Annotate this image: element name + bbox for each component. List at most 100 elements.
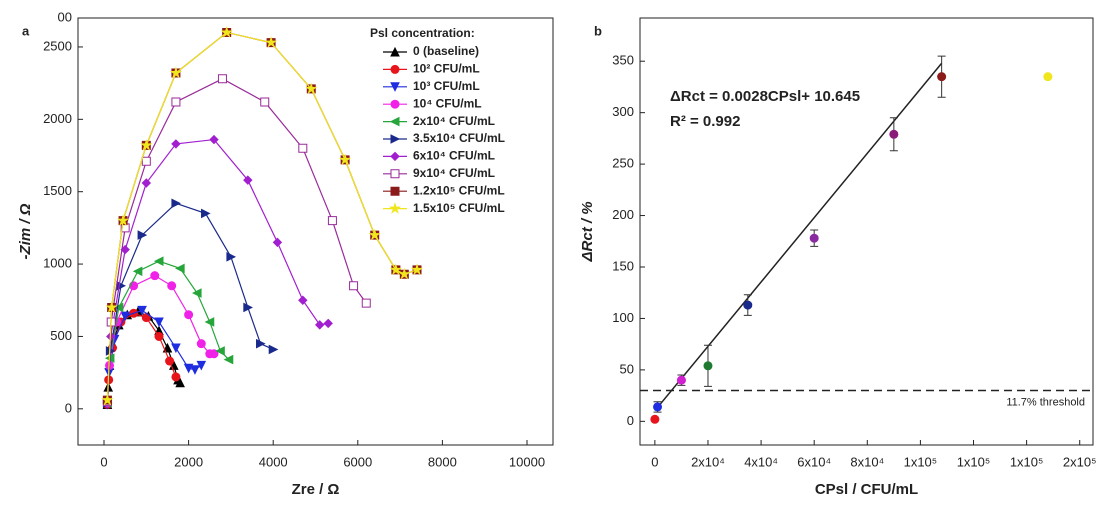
series-line	[106, 78, 367, 402]
data-point	[315, 320, 325, 330]
data-point	[184, 310, 194, 320]
x-tick-label: 6000	[343, 454, 372, 469]
legend-marker	[390, 151, 400, 162]
r-squared: R² = 0.992	[670, 113, 740, 130]
data-point	[243, 302, 253, 313]
data-point	[150, 271, 160, 281]
data-point	[171, 372, 181, 382]
x-tick-label: 2x10⁵	[1063, 454, 1097, 469]
x-tick-label: 6x10⁴	[797, 454, 831, 469]
data-point	[368, 228, 381, 241]
data-point	[175, 263, 185, 274]
y-tick-label: 00	[58, 9, 72, 24]
y-tick-label: 0	[65, 400, 72, 415]
data-point	[226, 252, 237, 262]
y-tick-label: 300	[612, 104, 634, 119]
legend-label: 10⁴ CFU/mL	[413, 96, 482, 110]
data-point	[327, 216, 337, 226]
x-tick-label: 8000	[428, 454, 457, 469]
x-tick-label: 4x10⁴	[744, 454, 778, 469]
data-point	[154, 331, 164, 341]
data-point	[217, 74, 227, 84]
data-point	[298, 143, 308, 153]
legend-marker	[388, 202, 402, 214]
x-tick-label: 1x10⁵	[904, 454, 938, 469]
data-point	[167, 281, 177, 291]
panel-label: b	[594, 23, 602, 38]
y-tick-label: 200	[612, 207, 634, 222]
series-line	[106, 202, 274, 404]
y-tick-label: 1500	[43, 183, 72, 198]
legend-marker	[390, 99, 400, 109]
data-point	[272, 237, 283, 248]
data-point	[201, 208, 211, 219]
data-point	[165, 356, 175, 366]
data-point	[137, 230, 148, 240]
data-point	[410, 263, 424, 276]
data-point	[260, 97, 270, 107]
x-tick-label: 2000	[174, 454, 203, 469]
y-tick-label: 0	[627, 413, 634, 428]
data-point	[120, 311, 130, 322]
y-tick-label: 350	[612, 53, 634, 68]
x-tick-label: 2x10⁴	[691, 454, 725, 469]
legend-label: 9x10⁴ CFU/mL	[413, 166, 495, 180]
data-point	[140, 138, 153, 151]
data-point	[105, 301, 118, 313]
data-point	[171, 343, 181, 354]
data-point	[153, 256, 164, 266]
plot-frame	[77, 17, 554, 446]
y-tick-label: 50	[620, 361, 634, 376]
legend-label: 10³ CFU/mL	[413, 79, 480, 93]
legend-marker	[390, 186, 400, 196]
data-point	[209, 134, 219, 145]
y-tick-label: 100	[612, 310, 634, 325]
y-tick-label: 2500	[43, 38, 72, 53]
data-point	[175, 377, 185, 388]
data-point	[141, 156, 151, 166]
series-line	[106, 260, 230, 404]
y-tick-label: 2000	[43, 111, 72, 126]
data-point	[196, 339, 206, 349]
x-axis-title: CPsl / CFU/mL	[815, 481, 918, 498]
data-point	[650, 414, 660, 424]
series-line	[106, 274, 214, 404]
data-point	[132, 266, 143, 277]
data-point	[809, 233, 819, 243]
data-point	[676, 375, 686, 385]
legend-marker	[390, 46, 400, 57]
x-tick-label: 1x10⁵	[1010, 454, 1044, 469]
data-point	[169, 66, 183, 79]
data-point	[141, 178, 152, 188]
data-point	[243, 175, 253, 185]
legend-label: 10² CFU/mL	[413, 62, 480, 76]
equation: ΔRct = 0.0028CPsl+ 10.645	[670, 88, 860, 105]
data-point	[191, 288, 202, 298]
data-point	[305, 82, 318, 95]
data-point	[215, 346, 225, 356]
data-point	[361, 298, 371, 308]
panel-label: a	[22, 23, 30, 38]
legend-marker	[390, 169, 400, 179]
y-axis-title: ΔRct / %	[579, 201, 596, 262]
data-point	[323, 318, 333, 329]
y-tick-label: 1000	[43, 256, 72, 271]
data-point	[256, 338, 266, 349]
data-point	[264, 36, 278, 48]
data-point	[338, 153, 352, 166]
data-point	[116, 214, 130, 226]
x-tick-label: 8x10⁴	[850, 454, 884, 469]
y-tick-label: 150	[612, 258, 634, 273]
data-point	[141, 313, 151, 323]
data-point	[653, 402, 663, 412]
data-point	[183, 363, 194, 374]
x-tick-label: 0	[651, 454, 658, 469]
data-point	[113, 302, 124, 313]
legend-label: 2x10⁴ CFU/mL	[413, 114, 495, 128]
y-axis-title: -Zim / Ω	[17, 203, 34, 259]
data-point	[220, 26, 233, 38]
data-point	[398, 267, 411, 280]
legend-label: 6x10⁴ CFU/mL	[413, 149, 495, 163]
data-point	[889, 129, 899, 139]
